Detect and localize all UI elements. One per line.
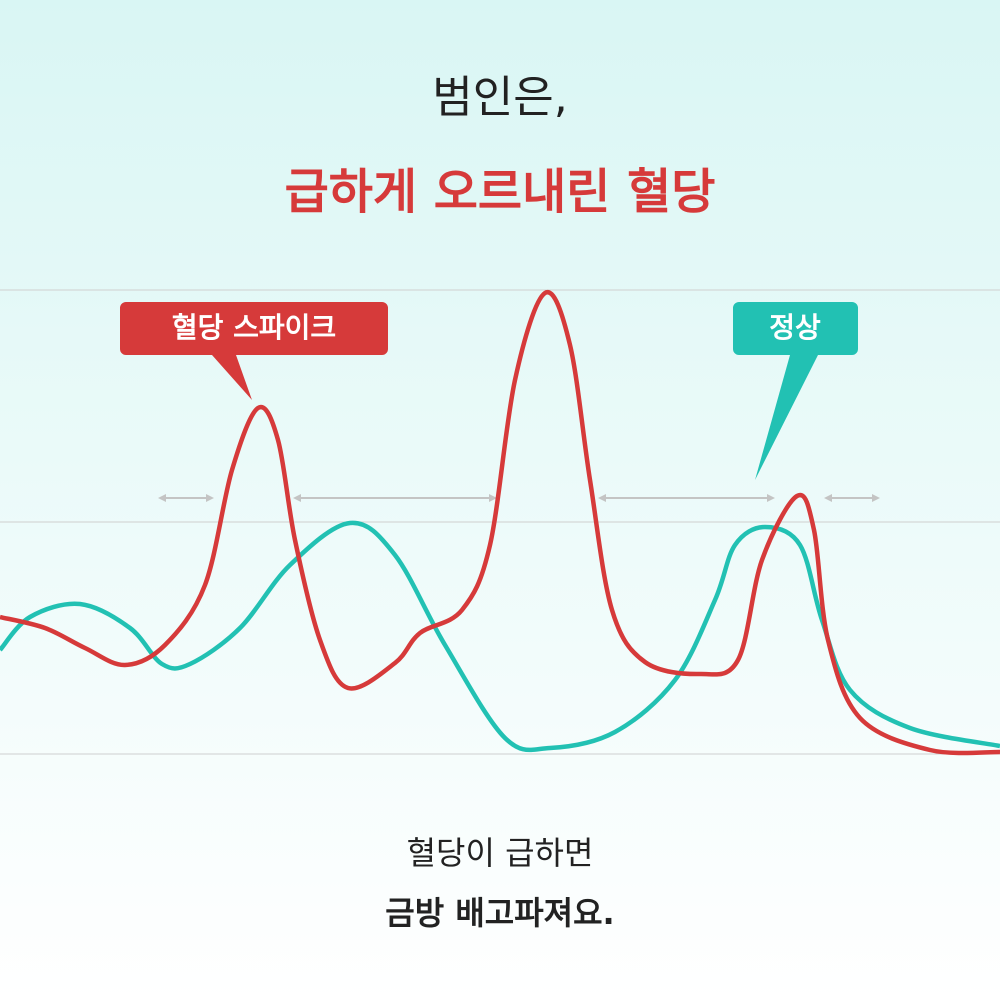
callout-box — [733, 302, 858, 480]
title-line2: 급하게 오르내린 혈당 — [285, 164, 716, 220]
title-line1: 범인은, — [432, 72, 567, 123]
callout-box — [120, 302, 388, 400]
callout-label: 혈당 스파이크 — [172, 311, 336, 344]
spike-callout: 혈당 스파이크 — [120, 302, 388, 400]
footer-line1: 혈당이 급하면 — [407, 834, 594, 872]
callout-label: 정상 — [769, 311, 821, 344]
normal-callout: 정상 — [733, 302, 858, 480]
interval-arrows — [158, 494, 880, 502]
normal-curve — [0, 520, 1000, 753]
guide-lines — [0, 289, 1000, 755]
footer-line2: 금방 배고파져요. — [385, 894, 614, 932]
spike-curve — [0, 289, 1000, 756]
